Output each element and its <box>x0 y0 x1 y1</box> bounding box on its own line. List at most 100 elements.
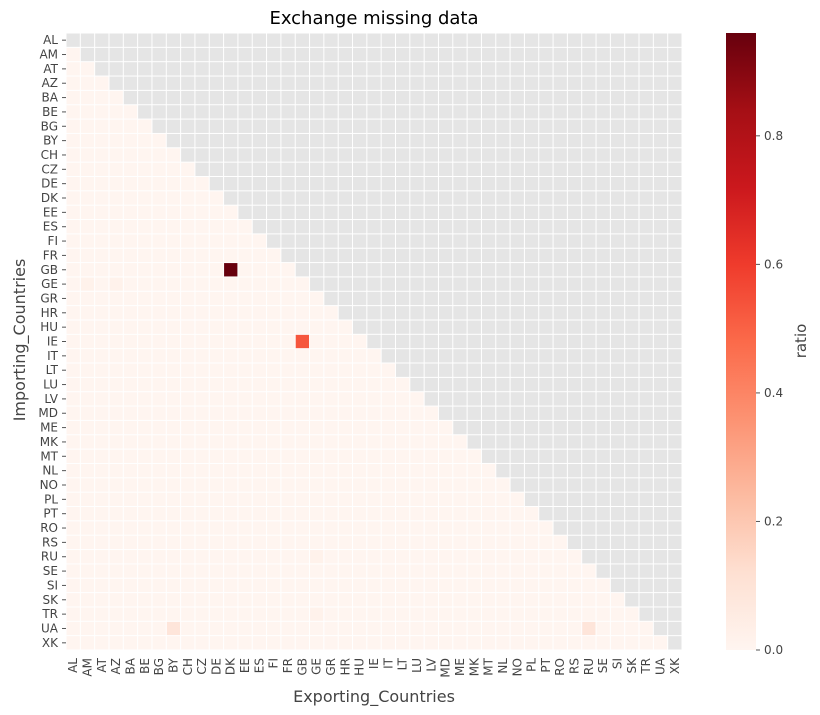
heatmap-cell <box>582 578 596 593</box>
masked-cell <box>209 133 224 148</box>
heatmap-cell <box>109 191 123 205</box>
masked-cell <box>395 306 410 320</box>
masked-cell <box>367 291 381 306</box>
heatmap-cell <box>123 392 138 406</box>
heatmap-cell <box>338 478 353 492</box>
heatmap-cell <box>467 478 481 492</box>
heatmap-cell <box>195 621 209 636</box>
heatmap-cell <box>539 550 553 564</box>
heatmap-cell <box>338 406 353 420</box>
masked-cell <box>668 148 682 162</box>
heatmap-cell <box>166 334 181 349</box>
heatmap-cell <box>367 564 381 578</box>
heatmap-cell <box>295 291 310 306</box>
masked-cell <box>596 263 610 277</box>
masked-cell <box>395 162 410 176</box>
masked-cell <box>310 191 324 205</box>
masked-cell <box>496 176 510 191</box>
heatmap-cell <box>195 420 209 435</box>
heatmap-cell <box>138 564 152 578</box>
masked-cell <box>524 492 539 507</box>
heatmap-cell <box>209 291 224 306</box>
masked-cell <box>639 334 653 349</box>
heatmap-cell <box>181 162 195 176</box>
heatmap-cell <box>295 564 310 578</box>
heatmap-cell <box>610 593 625 607</box>
heatmap-cell <box>209 550 224 564</box>
masked-cell <box>625 291 639 306</box>
masked-cell <box>281 119 295 133</box>
masked-cell <box>496 90 510 105</box>
heatmap-cell <box>224 392 238 406</box>
masked-cell <box>596 507 610 521</box>
masked-cell <box>181 62 195 76</box>
heatmap-cell <box>66 521 80 535</box>
heatmap-cell <box>467 621 481 636</box>
heatmap-cell <box>109 363 123 377</box>
heatmap-cell <box>66 377 80 392</box>
masked-cell <box>152 90 166 105</box>
masked-cell <box>438 205 453 220</box>
heatmap-cell <box>66 277 80 291</box>
masked-cell <box>310 162 324 176</box>
x-tick-label: AZ <box>109 658 123 674</box>
heatmap-cell <box>195 578 209 593</box>
heatmap-cell <box>410 578 424 593</box>
masked-cell <box>267 105 281 119</box>
masked-cell <box>553 449 567 463</box>
heatmap-cell <box>66 248 80 263</box>
heatmap-cell <box>381 392 395 406</box>
heatmap-cell <box>481 507 496 521</box>
masked-cell <box>596 119 610 133</box>
heatmap-cell <box>166 435 181 449</box>
masked-cell <box>395 263 410 277</box>
heatmap-cell <box>410 535 424 550</box>
masked-cell <box>267 191 281 205</box>
heatmap-cell <box>109 133 123 148</box>
heatmap-cell <box>496 478 510 492</box>
heatmap-cell <box>209 363 224 377</box>
heatmap-cell <box>596 607 610 621</box>
masked-cell <box>653 320 668 334</box>
heatmap-cell <box>66 105 80 119</box>
masked-cell <box>467 349 481 363</box>
heatmap-cell <box>267 291 281 306</box>
heatmap-cell <box>496 593 510 607</box>
masked-cell <box>353 220 367 234</box>
masked-cell <box>496 234 510 248</box>
heatmap-cell <box>238 535 252 550</box>
heatmap-cell <box>281 363 295 377</box>
x-tick-label: FI <box>267 658 281 668</box>
masked-cell <box>324 191 338 205</box>
masked-cell <box>467 363 481 377</box>
masked-cell <box>453 33 467 47</box>
heatmap-cell <box>224 320 238 334</box>
heatmap-cell <box>395 406 410 420</box>
masked-cell <box>310 220 324 234</box>
masked-cell <box>195 33 209 47</box>
masked-cell <box>395 349 410 363</box>
masked-cell <box>610 291 625 306</box>
heatmap-cell <box>209 535 224 550</box>
masked-cell <box>582 535 596 550</box>
masked-cell <box>668 90 682 105</box>
heatmap-cell <box>66 220 80 234</box>
masked-cell <box>481 306 496 320</box>
heatmap-cell <box>166 550 181 564</box>
masked-cell <box>324 148 338 162</box>
masked-cell <box>639 507 653 521</box>
heatmap-cell <box>410 636 424 650</box>
masked-cell <box>152 62 166 76</box>
masked-cell <box>324 248 338 263</box>
heatmap-cell <box>181 220 195 234</box>
heatmap-cell <box>338 636 353 650</box>
x-tick-label: EE <box>238 658 252 673</box>
masked-cell <box>553 176 567 191</box>
heatmap-cell <box>95 205 109 220</box>
heatmap-cell <box>123 105 138 119</box>
heatmap-cell <box>195 463 209 478</box>
heatmap-cell <box>553 636 567 650</box>
heatmap-cell <box>109 377 123 392</box>
heatmap-cell <box>395 392 410 406</box>
heatmap-cell <box>424 621 438 636</box>
